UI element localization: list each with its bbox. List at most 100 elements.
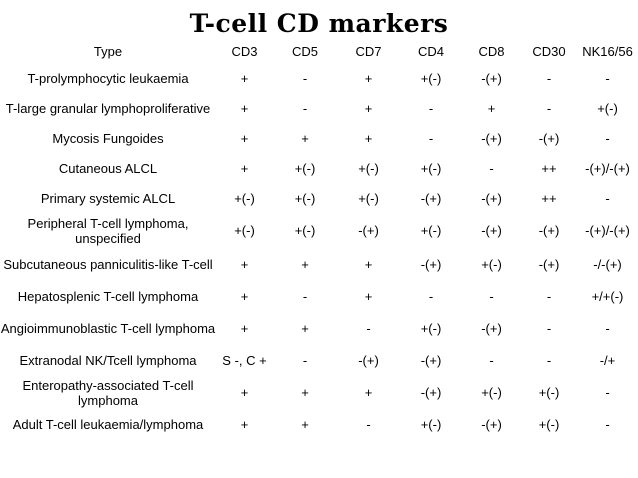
table-row: Primary systemic ALCL +(-) +(-) +(-) -(+… (0, 184, 638, 214)
row-type-label: Enteropathy-associated T-cell lymphoma (22, 377, 194, 408)
cell-cd3: + (240, 131, 249, 147)
table-row: Adult T-cell leukaemia/lymphoma + + - +(… (0, 410, 638, 440)
cell-cd3: S -, C + (222, 353, 267, 369)
cell-cd3: + (240, 289, 249, 305)
cell-cd30: ++ (541, 161, 557, 177)
cell-cd30: - (546, 353, 552, 369)
table-row: Mycosis Fungoides + + + - -(+) -(+) - (0, 124, 638, 154)
column-header-cd3: CD3 (231, 44, 258, 60)
cell-cd7: + (364, 257, 373, 273)
cell-cd8: - (489, 353, 494, 369)
cell-nk1656: - (605, 321, 610, 337)
cell-cd7: + (364, 101, 373, 117)
cell-cd4: +(-) (420, 71, 442, 87)
cell-nk1656: -/-(+) (593, 257, 622, 273)
cell-cd4: -(+) (420, 385, 442, 401)
cell-cd7: +(-) (358, 161, 379, 177)
cell-cd3: + (240, 385, 249, 401)
cell-nk1656: -(+)/-(+) (585, 223, 630, 239)
cell-cd30: +(-) (538, 417, 560, 433)
table-row: Peripheral T-cell lymphoma, unspecified … (0, 214, 638, 248)
table-row: Angioimmunoblastic T-cell lymphoma + + -… (0, 312, 638, 346)
column-header-nk1656: NK16/56 (582, 44, 633, 60)
header-row: Type CD3 CD5 CD7 CD4 CD8 CD30 NK16/56 (0, 40, 638, 64)
row-type-label: T-large granular lymphoproliferative (5, 101, 211, 117)
table-row: Hepatosplenic T-cell lymphoma + - + - - … (0, 282, 638, 312)
cell-cd5: +(-) (294, 161, 316, 177)
cell-cd3: + (240, 321, 249, 337)
cell-cd5: - (302, 71, 308, 87)
cell-cd30: ++ (541, 191, 557, 207)
column-header-cd30: CD30 (532, 44, 566, 60)
cell-nk1656: - (605, 385, 610, 401)
cell-cd8: - (489, 289, 494, 305)
cell-cd7: +(-) (358, 191, 379, 207)
cell-cd8: +(-) (481, 385, 502, 401)
cell-nk1656: - (605, 131, 610, 147)
table-row: Cutaneous ALCL + +(-) +(-) +(-) - ++ -(+… (0, 154, 638, 184)
cell-cd3: +(-) (234, 223, 255, 239)
cell-cd5: + (301, 385, 309, 401)
cell-cd7: -(+) (358, 353, 379, 369)
cell-nk1656: +(-) (597, 101, 618, 117)
cell-cd30: -(+) (538, 257, 560, 273)
row-type-label: Mycosis Fungoides (52, 131, 164, 147)
cell-cd30: +(-) (538, 385, 560, 401)
cell-cd4: +(-) (420, 223, 442, 239)
cell-cd8: -(+) (481, 223, 502, 239)
cell-cd3: + (240, 257, 249, 273)
table-row: Enteropathy-associated T-cell lymphoma +… (0, 376, 638, 410)
cell-cd3: + (240, 161, 249, 177)
column-header-cd4: CD4 (417, 44, 444, 60)
cell-cd4: - (428, 101, 434, 117)
cell-cd7: -(+) (358, 223, 379, 239)
footnote: Footnote: + = >90% positive: +(-) = >50%… (0, 445, 638, 478)
cell-nk1656: -(+)/-(+) (585, 161, 630, 177)
column-header-cd7: CD7 (355, 44, 382, 60)
cell-cd7: + (364, 289, 373, 305)
cell-cd8: -(+) (481, 71, 502, 87)
row-type-label: Extranodal NK/Tcell lymphoma (19, 353, 197, 369)
cell-cd4: -(+) (420, 353, 442, 369)
cell-cd30: - (546, 71, 552, 87)
cell-cd7: + (364, 131, 373, 147)
cell-cd8: -(+) (481, 131, 502, 147)
cell-cd4: +(-) (420, 417, 442, 433)
row-type-label: Cutaneous ALCL (58, 161, 158, 177)
cell-cd30: -(+) (538, 131, 560, 147)
cell-nk1656: - (605, 191, 610, 207)
cell-cd4: +(-) (420, 161, 442, 177)
table-row: T-large granular lymphoproliferative + -… (0, 94, 638, 124)
column-header-type: Type (93, 44, 123, 60)
cell-cd8: -(+) (481, 321, 502, 337)
cell-nk1656: -/+ (599, 353, 616, 369)
row-type-label: Angioimmunoblastic T-cell lymphoma (0, 321, 216, 337)
column-header-cd5: CD5 (291, 44, 318, 60)
page-title: T-cell CD markers (189, 9, 449, 38)
cell-cd4: -(+) (420, 191, 442, 207)
cell-cd7: + (364, 71, 373, 87)
cell-cd30: - (546, 321, 552, 337)
cell-nk1656: +/+(-) (591, 289, 624, 305)
cell-cd5: + (301, 417, 309, 433)
row-type-label: Subcutaneous panniculitis-like T-cell (3, 257, 213, 273)
cell-cd8: + (487, 101, 496, 117)
cell-cd7: + (364, 385, 373, 401)
row-type-label: Primary systemic ALCL (40, 191, 176, 207)
cell-cd3: + (240, 417, 249, 433)
cell-cd3: + (240, 71, 249, 87)
table-row: Subcutaneous panniculitis-like T-cell + … (0, 248, 638, 282)
cell-cd3: + (240, 101, 249, 117)
cell-cd30: - (546, 289, 552, 305)
cd-markers-table: Type CD3 CD5 CD7 CD4 CD8 CD30 NK16/56 T-… (0, 40, 638, 440)
table-row: Extranodal NK/Tcell lymphoma S -, C + - … (0, 346, 638, 376)
cell-cd4: +(-) (420, 321, 442, 337)
cell-cd7: - (366, 417, 371, 433)
cell-cd5: +(-) (294, 191, 316, 207)
cell-cd4: -(+) (420, 257, 442, 273)
cell-cd7: - (366, 321, 371, 337)
cell-cd5: + (301, 257, 309, 273)
cell-cd30: - (546, 101, 552, 117)
row-type-label: T-prolymphocytic leukaemia (27, 71, 189, 87)
